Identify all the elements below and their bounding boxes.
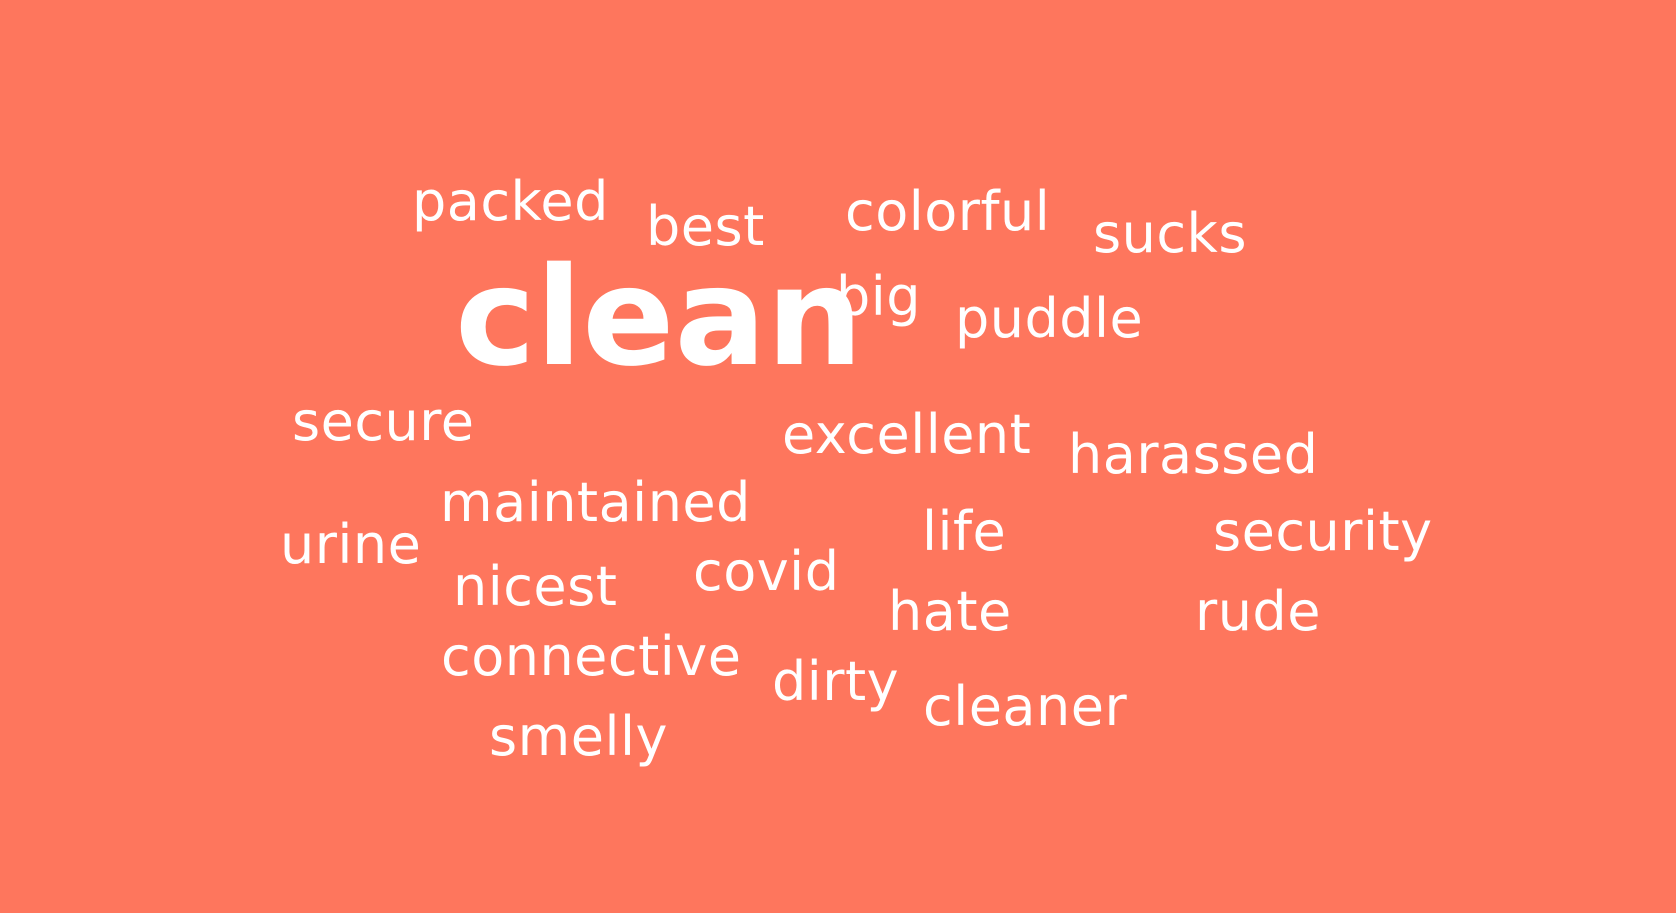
word-big: big [836,265,922,328]
word-maintained: maintained [440,471,751,534]
word-smelly: smelly [489,705,668,768]
word-best: best [646,195,765,258]
word-cleaner: cleaner [923,675,1128,738]
word-connective: connective [441,625,742,688]
word-clean: clean [455,239,864,397]
word-nicest: nicest [453,555,618,618]
word-excellent: excellent [782,403,1032,466]
word-sucks: sucks [1093,202,1247,265]
word-secure: secure [292,390,475,453]
word-harassed: harassed [1068,423,1319,486]
word-dirty: dirty [772,650,900,713]
word-covid: covid [693,540,840,603]
word-colorful: colorful [845,180,1051,243]
word-security: security [1213,500,1433,563]
word-rude: rude [1195,580,1321,643]
word-hate: hate [888,580,1012,643]
word-packed: packed [412,170,609,233]
word-urine: urine [280,513,422,576]
word-life: life [922,500,1007,563]
word-puddle: puddle [955,287,1144,350]
